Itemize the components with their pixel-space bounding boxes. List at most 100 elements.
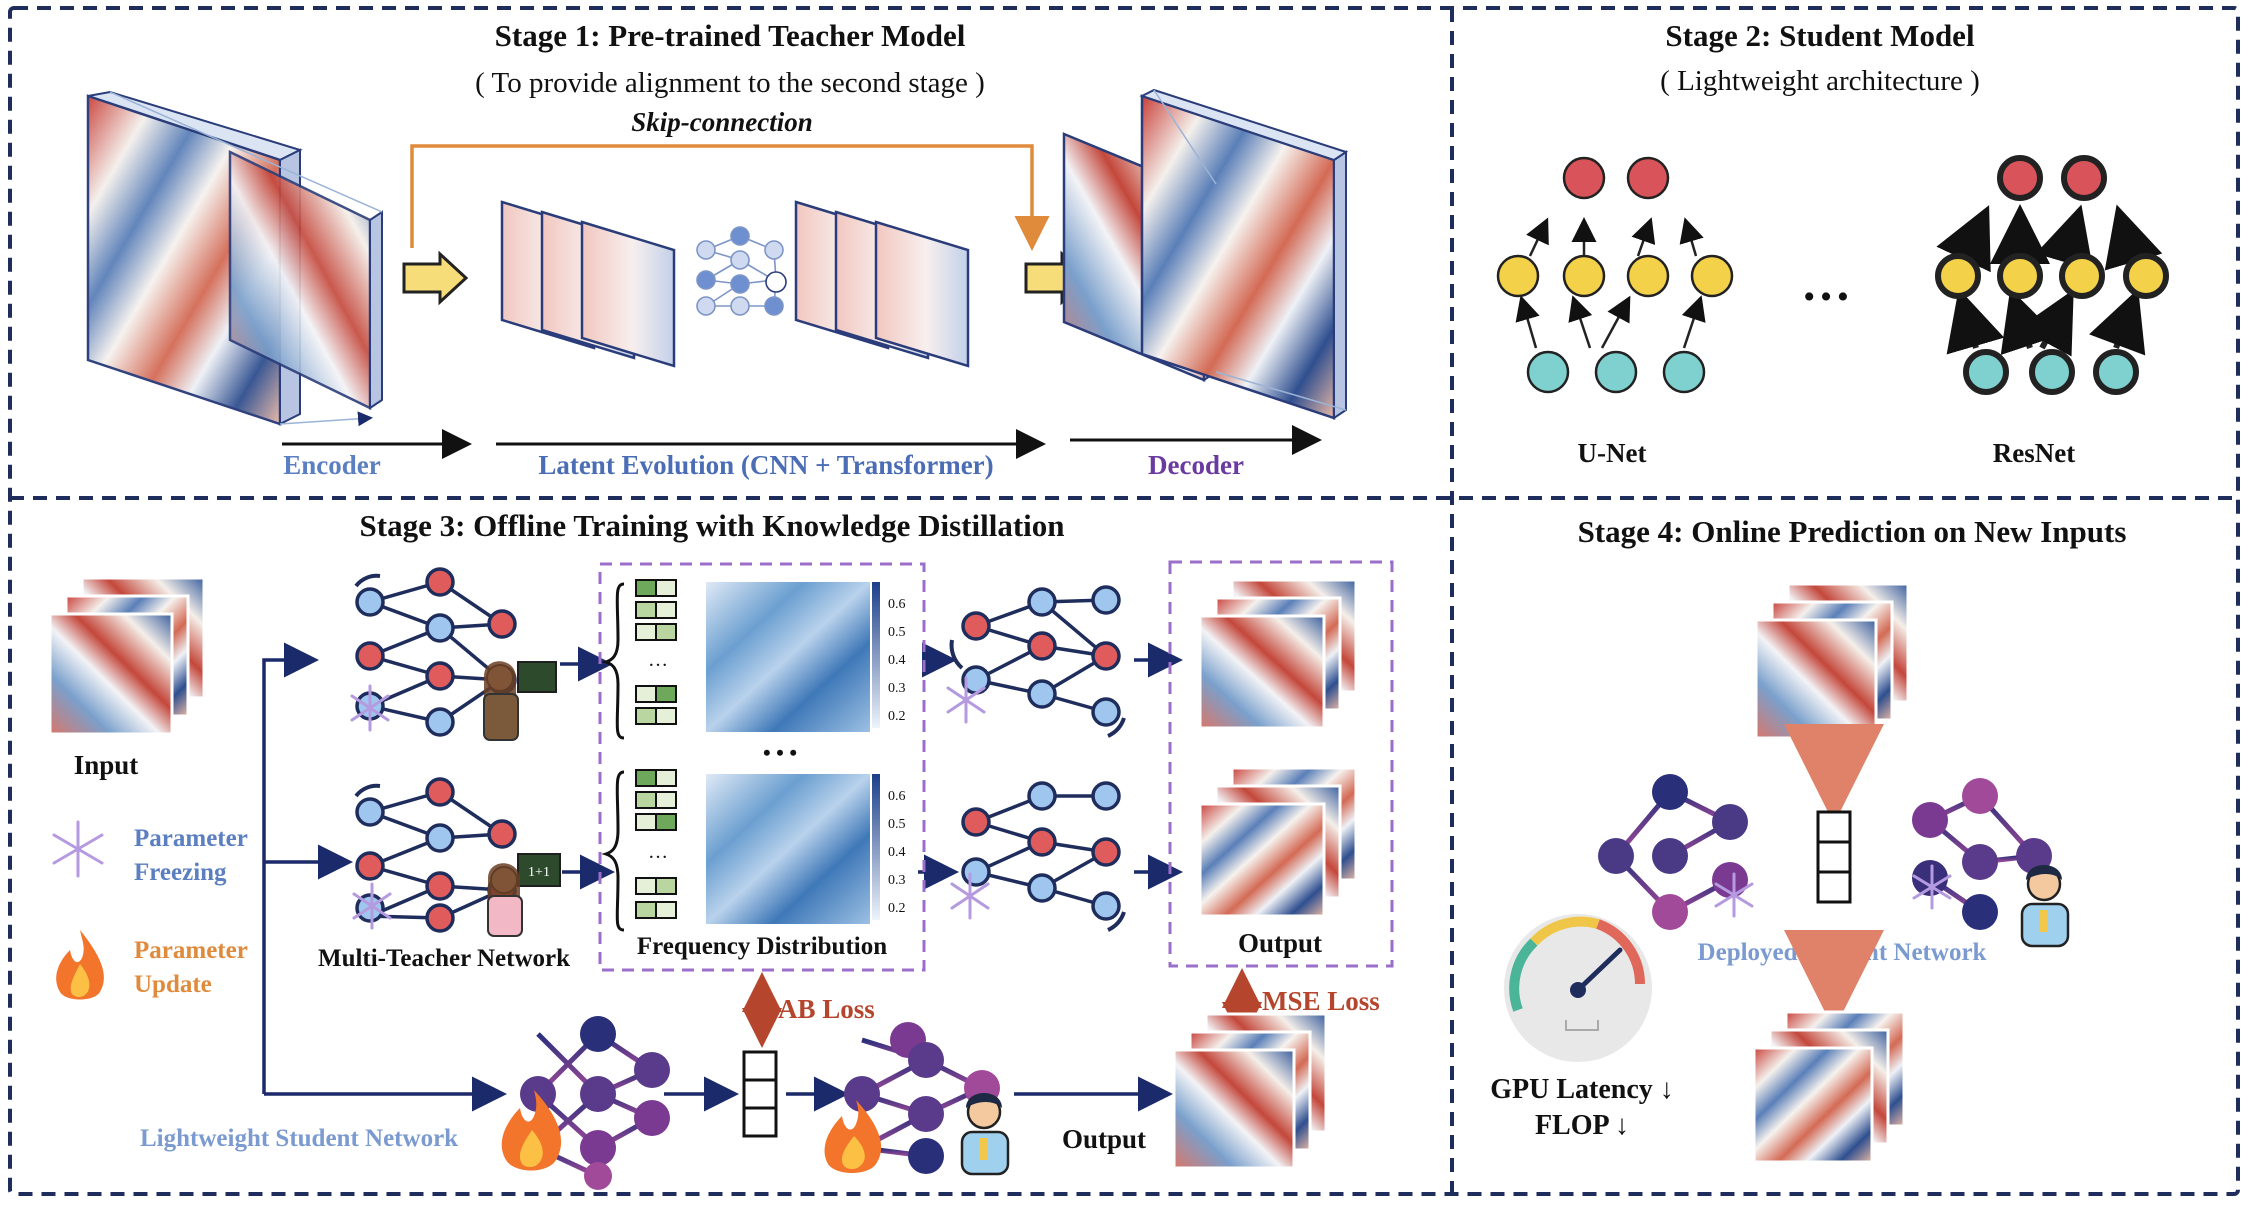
feature-vector-icon <box>742 1050 778 1138</box>
panel-borders <box>8 6 2240 1196</box>
frequency-heatmap-1 <box>706 582 870 732</box>
snowflake-icon <box>1912 864 1952 910</box>
resnet-label: ResNet <box>1993 438 2075 468</box>
tick-label: 0.4 <box>888 845 906 860</box>
stage3-title: Stage 3: Offline Training with Knowledge… <box>360 508 1065 543</box>
routing-arrows <box>262 642 1183 1112</box>
snowflake-icon <box>946 676 986 724</box>
lightweight-student-label: Lightweight Student Network <box>140 1125 458 1152</box>
unet-output-node <box>1626 156 1670 200</box>
aligned-network-1 <box>949 585 1126 738</box>
stage1-title: Stage 1: Pre-trained Teacher Model <box>495 18 966 53</box>
multi-teacher-label: Multi-Teacher Network <box>318 945 570 972</box>
flame-icon <box>501 1090 562 1171</box>
resnet-graph <box>1935 155 2169 395</box>
update-label-line2: Update <box>134 971 212 998</box>
ab-loss-label: AB Loss <box>778 994 875 1024</box>
update-label-line1: Parameter <box>134 937 248 964</box>
vdots: … <box>648 649 668 671</box>
latent-feature-maps-right <box>794 200 970 368</box>
stage4-title: Stage 4: Online Prediction on New Inputs <box>1578 514 2127 549</box>
stage4-panel: Stage 4: Online Prediction on New Inputs <box>1490 514 2127 1164</box>
teacher-avatar-icon <box>483 661 557 741</box>
unet-input-node <box>1594 350 1638 394</box>
output-field-stack-2 <box>1198 766 1358 918</box>
unet-label: U-Net <box>1578 438 1647 468</box>
freezing-label-line2: Freezing <box>134 859 227 886</box>
unet-hidden-node <box>1690 254 1734 298</box>
heatmap-colorbar-1 <box>872 582 880 728</box>
deployed-student-label: Deployed Student Network <box>1698 939 1987 966</box>
frequency-distribution-box <box>598 562 926 972</box>
flop-label: FLOP ↓ <box>1535 1110 1629 1141</box>
flame-icon <box>56 930 104 1000</box>
student-avatar-icon <box>2020 865 2070 948</box>
tick-label: 0.6 <box>888 597 906 612</box>
frequency-heatmap-2 <box>706 774 870 924</box>
stage2-panel: Stage 2: Student Model ( Lightweight arc… <box>1496 18 2169 468</box>
encoder-label: Encoder <box>283 450 381 480</box>
resnet-input-node <box>2029 349 2075 395</box>
unet-graph <box>1496 156 1734 394</box>
block-arrow-icon <box>402 250 469 306</box>
gpu-latency-label: GPU Latency ↓ <box>1490 1074 1674 1105</box>
frequency-bins-1: … <box>601 579 677 740</box>
deployed-student-network-left <box>1598 774 1748 930</box>
deploy-feature-vector-icon <box>1816 810 1852 904</box>
encoder-input-volume <box>86 90 383 427</box>
resnet-hidden-node <box>2059 253 2105 299</box>
skip-connection-label: Skip-connection <box>631 107 813 137</box>
input-label: Input <box>74 750 139 780</box>
unet-hidden-node <box>1496 254 1540 298</box>
stage1-axis-arrows <box>282 425 1322 459</box>
snowflake-icon <box>950 872 990 920</box>
tick-label: 0.4 <box>888 653 906 668</box>
stage2-subtitle: ( Lightweight architecture ) <box>1660 65 1980 97</box>
stage2-ellipsis: … <box>1801 255 1851 311</box>
resnet-input-node <box>2093 349 2139 395</box>
resnet-output-node <box>1997 155 2043 201</box>
frequency-distribution-label: Frequency Distribution <box>637 933 887 960</box>
stage1-panel: Stage 1: Pre-trained Teacher Model ( To … <box>86 18 1349 480</box>
stage2-title: Stage 2: Student Model <box>1665 18 1975 53</box>
vdots: … <box>648 841 668 863</box>
tick-label: 0.2 <box>888 901 906 916</box>
heatmap-colorbar-2 <box>872 774 880 920</box>
deployed-student-network-right <box>1912 778 2052 930</box>
lightweight-student-network <box>520 1016 670 1190</box>
output-label-top: Output <box>1238 928 1322 958</box>
unet-hidden-node <box>1626 254 1670 298</box>
snowflake-icon <box>52 820 104 878</box>
snowflake-icon <box>352 882 392 930</box>
output-label-bottom: Output <box>1062 1124 1146 1154</box>
resnet-hidden-node <box>1935 253 1981 299</box>
resnet-output-node <box>2061 155 2107 201</box>
student-avatar-icon <box>960 1093 1010 1176</box>
resnet-hidden-node <box>2123 253 2169 299</box>
between-groups-dots: • • • <box>763 740 797 765</box>
new-input-field-stack <box>1754 582 1910 740</box>
stage1-subtitle: ( To provide alignment to the second sta… <box>475 67 985 99</box>
skip-connection-arrow <box>410 144 1050 251</box>
flame-icon <box>824 1100 882 1173</box>
tick-label: 0.6 <box>888 789 906 804</box>
final-output-field-stack <box>1172 1012 1328 1170</box>
board-text: 1+1 <box>528 865 550 880</box>
tick-label: 0.3 <box>888 681 906 696</box>
resnet-input-node <box>1963 349 2009 395</box>
output-field-stack-1 <box>1198 578 1358 730</box>
stage3-panel: Stage 3: Offline Training with Knowledge… <box>48 508 1394 1190</box>
aligned-network-2 <box>961 781 1126 932</box>
snowflake-icon <box>1714 872 1754 918</box>
decoder-output-volume <box>1062 88 1349 420</box>
input-field-stack <box>48 576 206 736</box>
tick-label: 0.5 <box>888 817 906 832</box>
prediction-output-field-stack <box>1752 1010 1906 1164</box>
tick-label: 0.5 <box>888 625 906 640</box>
colorbar-ticks-1: 0.6 0.5 0.4 0.3 0.2 <box>888 597 906 724</box>
tick-label: 0.2 <box>888 709 906 724</box>
unet-input-node <box>1526 350 1570 394</box>
speedometer-icon <box>1504 914 1652 1062</box>
unet-hidden-node <box>1562 254 1606 298</box>
